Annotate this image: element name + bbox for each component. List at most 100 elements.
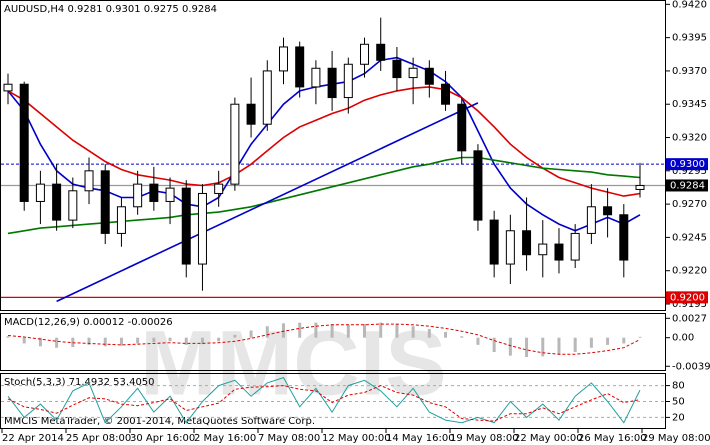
macd-bar <box>265 326 269 338</box>
candle-body <box>52 183 62 221</box>
y-tick-label: 0.9295 <box>672 166 707 177</box>
x-tick-label: 25 Apr 08:00 <box>66 433 131 444</box>
level-label: 0.9300 <box>670 159 705 170</box>
candle-body <box>278 46 288 72</box>
macd-bar <box>298 322 302 338</box>
candle-body <box>522 230 532 256</box>
candle-body <box>262 70 272 125</box>
level-label-box <box>666 179 708 192</box>
candle-body <box>473 150 483 221</box>
macd-bar <box>200 337 204 345</box>
candle-body <box>408 67 418 79</box>
y-tick-label: 0.9345 <box>672 99 707 110</box>
candle-body <box>214 183 224 194</box>
macd-bar <box>525 337 529 358</box>
candle-body <box>376 43 386 61</box>
x-tick-label: 12 May 00:00 <box>322 433 391 444</box>
footer: MMCIS MetaTrader, © 2001-2014, MetaQuote… <box>4 416 315 427</box>
macd-bar <box>152 337 156 342</box>
x-tick-label: 22 May 00:00 <box>514 433 583 444</box>
macd-bar <box>589 337 593 348</box>
y-tick-label: 80 <box>672 381 685 392</box>
y-tick-label: 0.9270 <box>672 199 707 210</box>
candle-body <box>343 63 353 99</box>
level-label-box <box>666 291 708 304</box>
y-tick-label: 0.0027 <box>672 313 707 324</box>
candle-body <box>570 232 580 261</box>
candle-body <box>392 59 402 79</box>
macd-bar <box>573 337 577 353</box>
macd-bar <box>508 337 512 356</box>
macd-bar <box>606 337 610 345</box>
y-tick-label: 0.9420 <box>672 0 707 10</box>
stoch-title: Stoch(5,3,3) 71.4932 53.4050 <box>4 377 155 388</box>
macd-bar <box>444 331 448 338</box>
macd-bar <box>184 337 188 345</box>
candle-body <box>424 67 434 85</box>
candle-body <box>538 243 548 256</box>
macd-bar <box>38 337 42 347</box>
macd-bar <box>427 329 431 338</box>
candle-body <box>116 206 126 234</box>
macd-bar <box>379 322 383 338</box>
y-tick-label: 0.9320 <box>672 133 707 144</box>
x-tick-label: 14 May 16:00 <box>386 433 455 444</box>
main-panel <box>0 0 666 311</box>
y-tick-label: 0.9220 <box>672 266 707 277</box>
candle-body <box>635 184 645 190</box>
macd-bar <box>541 337 545 357</box>
macd-bar <box>233 334 237 338</box>
macd-bar <box>87 337 91 345</box>
macd-bar <box>249 330 253 338</box>
level-label: 0.9200 <box>670 292 705 303</box>
candle-body <box>295 46 305 88</box>
y-tick-label: 0.9395 <box>672 33 707 44</box>
macd-bar <box>395 324 399 338</box>
candle-body <box>619 214 629 261</box>
level-label-box <box>666 158 708 171</box>
candle-body <box>246 103 256 125</box>
x-tick-label: 7 May 08:00 <box>258 433 320 444</box>
x-tick-label: 19 May 08:00 <box>450 433 519 444</box>
candle-body <box>360 43 370 65</box>
candle-body <box>3 83 13 92</box>
candle-body <box>68 190 78 221</box>
moving-average <box>7 86 641 197</box>
stoch-panel <box>0 373 666 429</box>
macd-bar <box>136 337 140 344</box>
macd-bar <box>217 337 221 342</box>
candle-body <box>35 183 45 202</box>
x-tick-label: 30 Apr 16:00 <box>130 433 195 444</box>
candle-body <box>149 183 159 202</box>
x-tick-label: 26 May 16:00 <box>578 433 647 444</box>
macd-bar <box>557 337 561 355</box>
candle-body <box>327 67 337 99</box>
candle-body <box>457 103 467 152</box>
watermark: MMCIS <box>140 312 447 414</box>
macd-bar <box>330 324 334 338</box>
candle-body <box>586 206 596 234</box>
candle-body <box>84 170 94 192</box>
trendline <box>56 102 479 303</box>
macd-bar <box>55 337 59 348</box>
macd-bar <box>314 322 318 338</box>
macd-bar <box>411 326 415 338</box>
macd-bar <box>168 337 172 342</box>
stoch-signal <box>7 385 641 422</box>
candle-body <box>489 219 499 265</box>
candle-body <box>19 83 29 202</box>
y-tick-label: 20 <box>672 412 685 423</box>
candle-body <box>133 183 143 208</box>
candle-body <box>181 187 191 265</box>
y-tick-label: 0.9370 <box>672 66 707 77</box>
candle-body <box>505 230 515 265</box>
macd-bar <box>460 336 464 338</box>
macd-bar <box>346 324 350 338</box>
moving-average <box>7 156 641 235</box>
candle-body <box>197 192 207 265</box>
moving-average <box>7 56 641 232</box>
macd-bar <box>622 337 626 344</box>
candle-body <box>441 83 451 105</box>
candle-body <box>100 170 110 234</box>
